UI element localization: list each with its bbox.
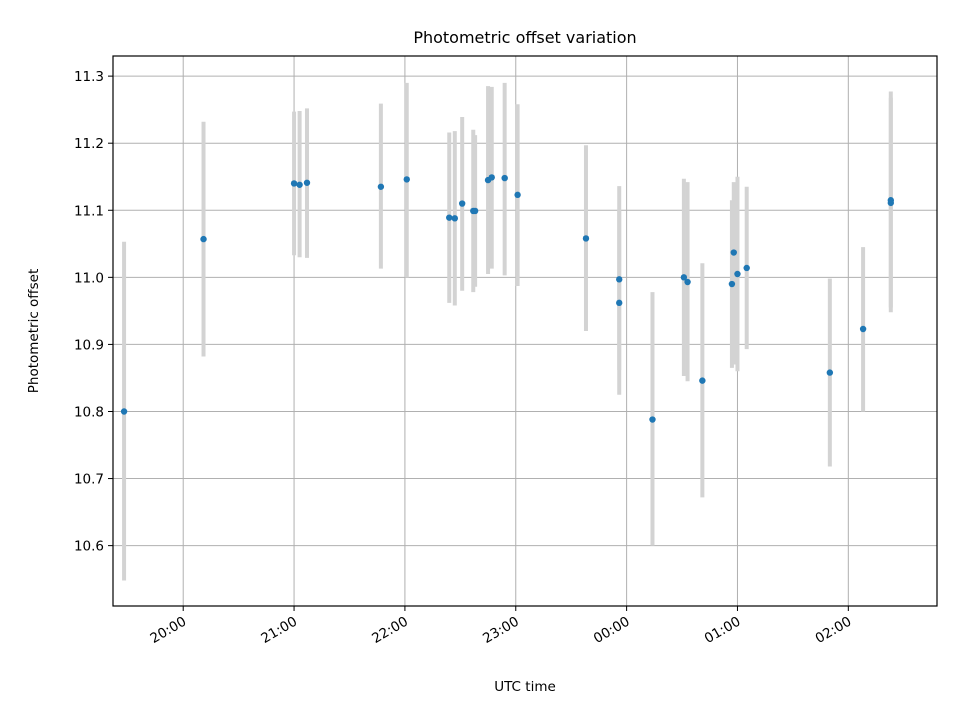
y-tick-label: 10.8 [74,404,104,420]
y-tick-label: 11.3 [74,69,104,85]
data-point [734,270,741,278]
y-tick-label: 11.0 [74,270,104,286]
data-point [120,408,128,415]
data-point [471,207,479,215]
data-point [403,176,410,183]
data-point [649,416,656,423]
data-point [303,179,311,186]
data-point [887,199,895,207]
data-point [728,280,736,288]
data-points [120,174,895,423]
data-point [582,235,590,242]
data-point [501,174,508,182]
y-axis-label: Photometric offset [26,269,42,393]
y-tick-label: 10.7 [74,472,104,488]
axis-ticks: 20:00 21:00 22:00 23:00 00:00 01:00 02:0010.61… [74,69,854,647]
y-tick-label: 10.9 [74,337,104,353]
data-point [200,235,207,243]
data-point [826,369,834,376]
data-point [616,299,623,307]
data-point [859,325,867,333]
data-point [458,200,466,207]
data-point [451,215,458,222]
data-point [446,214,453,221]
data-point [730,249,737,256]
data-point [743,264,750,272]
chart-title: Photometric offset variation [413,28,636,47]
y-tick-label: 10.6 [74,539,104,555]
y-tick-label: 11.1 [74,203,104,219]
data-point [514,191,521,199]
data-point [290,180,298,187]
data-point [616,276,623,283]
y-tick-label: 11.2 [74,136,104,152]
x-axis-label: UTC time [494,679,556,695]
data-point [680,274,688,281]
data-point [488,174,495,181]
plot-frame [112,55,938,607]
data-point [296,181,303,188]
data-point [699,377,706,384]
data-point [684,278,691,286]
data-point [377,183,385,190]
